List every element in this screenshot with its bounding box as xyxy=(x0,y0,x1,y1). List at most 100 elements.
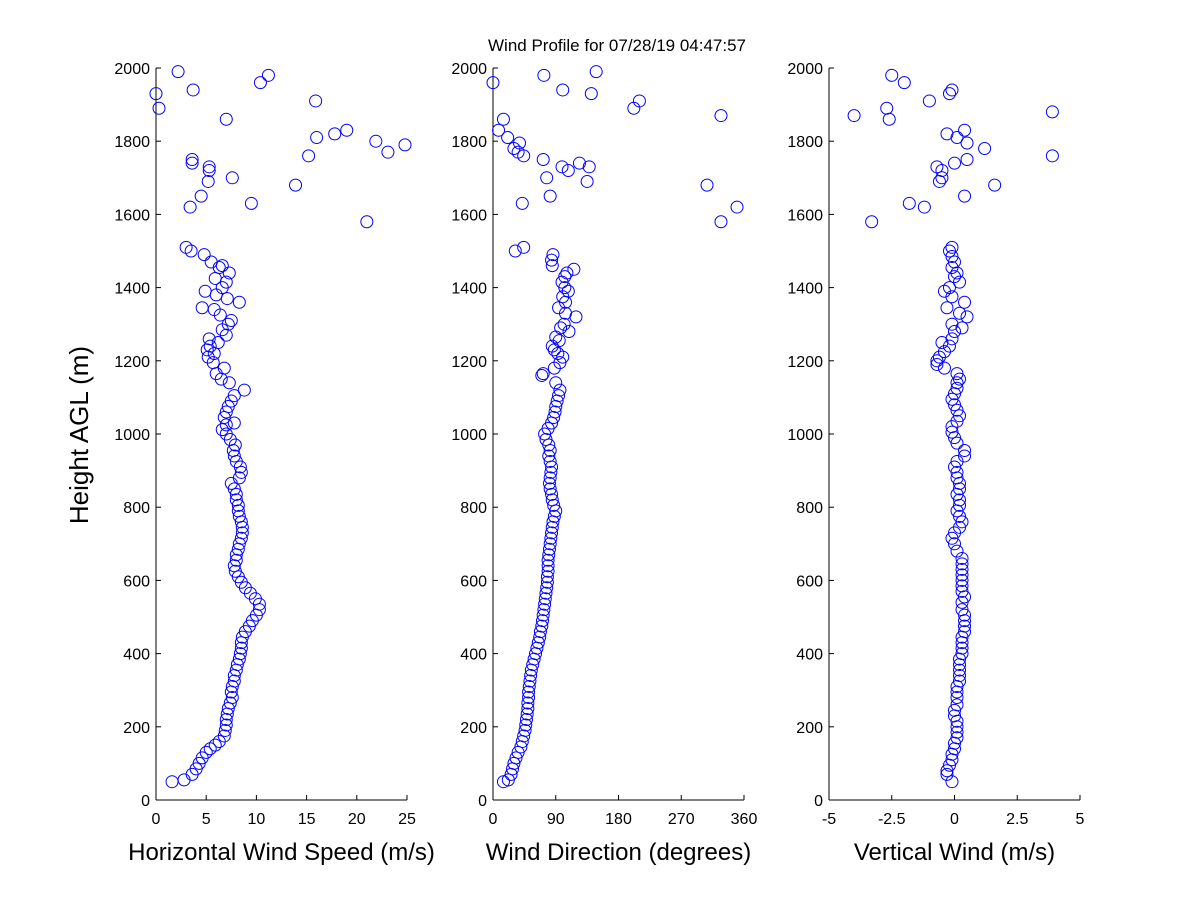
y-tick-label: 1600 xyxy=(787,207,823,224)
data-point xyxy=(955,641,969,655)
data-point xyxy=(517,240,531,254)
data-point xyxy=(547,509,561,523)
data-point xyxy=(197,248,211,262)
data-point xyxy=(950,685,964,699)
data-point xyxy=(950,691,964,705)
data-point xyxy=(582,160,596,174)
data-point xyxy=(958,608,972,622)
data-point xyxy=(978,142,992,156)
data-point xyxy=(953,493,967,507)
data-point xyxy=(930,354,944,368)
panel-2: 0 200 400 600 800 1000 1200 1400 1600 1800 2000 0 90… xyxy=(451,61,757,866)
data-point xyxy=(960,153,974,166)
data-point xyxy=(955,557,969,571)
data-point xyxy=(945,240,959,254)
panel-1: 0 200 400 600 800 1000 1200 1400 1600 1800 2000 0 5 1… xyxy=(114,61,434,866)
data-point xyxy=(948,156,961,170)
data-point xyxy=(218,723,232,737)
data-point xyxy=(1045,149,1059,163)
data-point xyxy=(508,244,522,258)
data-point xyxy=(539,432,553,446)
data-point xyxy=(543,443,557,457)
data-point xyxy=(225,691,239,705)
data-point xyxy=(948,270,961,284)
data-point xyxy=(955,568,969,582)
y-tick-label: 400 xyxy=(796,647,823,664)
data-point xyxy=(224,314,238,328)
data-point xyxy=(152,101,166,115)
data-point xyxy=(572,156,586,170)
data-point xyxy=(545,253,559,267)
x-tick-label: 360 xyxy=(731,811,758,828)
data-point xyxy=(185,156,199,170)
y-tick-label: 1600 xyxy=(114,207,150,224)
data-point xyxy=(381,145,395,159)
y-tick-label: 600 xyxy=(796,573,823,590)
y-tick-label: 1000 xyxy=(451,427,487,444)
data-point xyxy=(537,68,551,82)
y-tick-label: 2000 xyxy=(787,61,823,78)
data-point xyxy=(847,109,861,123)
data-point xyxy=(545,526,559,540)
data-point xyxy=(232,295,246,309)
data-point xyxy=(185,153,199,166)
data-point xyxy=(948,398,961,412)
data-point xyxy=(509,751,523,765)
data-point xyxy=(552,334,566,348)
data-point xyxy=(217,361,231,375)
data-point xyxy=(545,259,559,273)
data-point xyxy=(958,123,972,137)
y-tick-label: 800 xyxy=(460,500,487,517)
data-point xyxy=(223,696,237,710)
data-point xyxy=(955,551,969,565)
y-axis-label: Height AGL (m) xyxy=(64,346,94,524)
data-point xyxy=(560,266,574,280)
y-tick-label: 1000 xyxy=(114,427,150,444)
data-point xyxy=(328,127,342,141)
data-point xyxy=(567,262,581,276)
data-point xyxy=(225,680,239,694)
data-point xyxy=(231,498,245,512)
data-point xyxy=(955,647,969,661)
data-point xyxy=(730,200,744,214)
y-tick-label: 2000 xyxy=(114,61,150,78)
data-point xyxy=(219,405,233,419)
data-point xyxy=(553,383,567,397)
data-point xyxy=(522,685,536,699)
data-point xyxy=(507,756,521,770)
y-tick-label: 1400 xyxy=(787,281,823,298)
data-point xyxy=(234,465,248,479)
data-point xyxy=(202,332,216,346)
data-point xyxy=(955,562,969,576)
data-point xyxy=(217,729,231,743)
data-point xyxy=(958,619,972,633)
data-point xyxy=(227,449,241,463)
data-point xyxy=(533,630,547,644)
data-point xyxy=(202,163,216,177)
y-tick-label: 1000 xyxy=(787,427,823,444)
data-point xyxy=(340,123,354,137)
x-tick-label: 0 xyxy=(950,811,959,828)
data-point xyxy=(953,674,967,688)
x-tick-label: 2.5 xyxy=(1006,811,1028,828)
data-point xyxy=(519,712,533,726)
data-point xyxy=(165,775,179,789)
data-point xyxy=(958,295,972,309)
data-point xyxy=(940,301,954,315)
data-point xyxy=(227,389,241,403)
data-point xyxy=(208,738,222,752)
data-point xyxy=(950,367,964,381)
y-tick-label: 1200 xyxy=(114,354,150,371)
data-point xyxy=(953,409,967,423)
data-point xyxy=(958,614,972,628)
data-point xyxy=(953,669,967,683)
data-point xyxy=(557,317,571,331)
data-point xyxy=(955,595,969,609)
x-tick-label: 180 xyxy=(605,811,632,828)
data-point xyxy=(531,636,545,650)
data-point xyxy=(865,215,879,229)
data-point xyxy=(519,718,533,732)
y-tick-label: 200 xyxy=(460,720,487,737)
data-point xyxy=(522,680,536,694)
